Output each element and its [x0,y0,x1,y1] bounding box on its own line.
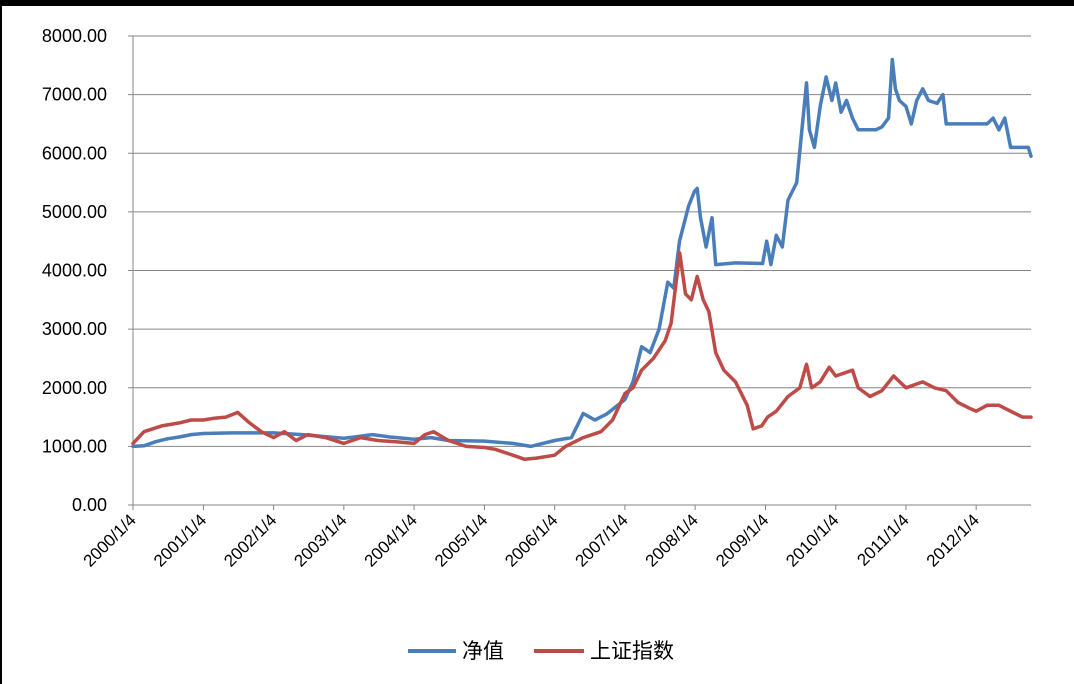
x-tick-label: 2010/1/4 [782,510,842,570]
y-axis-ticks: 0.00 1000.00 2000.00 3000.00 4000.00 5000.00 6… [42,26,133,515]
x-tick-label: 2007/1/4 [571,510,631,570]
y-tick-label: 8000.00 [42,26,107,46]
legend: 净值 上证指数 [408,640,674,663]
y-tick-label: 5000.00 [42,202,107,222]
y-tick-label: 7000.00 [42,85,107,105]
x-tick-label: 2000/1/4 [80,510,140,570]
x-tick-label: 2008/1/4 [642,510,702,570]
x-tick-label: 2004/1/4 [361,510,421,570]
x-tick-label: 2011/1/4 [853,510,912,569]
x-tick-label: 2009/1/4 [712,510,772,570]
y-tick-label: 0.00 [72,495,107,515]
legend-label-index: 上证指数 [590,640,674,663]
series-lines [131,57,1033,462]
y-tick-label: 2000.00 [42,378,107,398]
x-tick-label: 2012/1/4 [923,510,983,570]
y-tick-label: 4000.00 [42,261,107,281]
series-line-0 [131,57,1033,449]
x-tick-label: 2003/1/4 [290,510,350,570]
y-tick-label: 1000.00 [42,436,107,456]
legend-label-nav: 净值 [462,640,504,663]
x-tick-label: 2002/1/4 [220,510,280,570]
x-axis-ticks: 2000/1/4 2001/1/4 2002/1/4 2003/1/4 2004/1/4… [80,505,983,571]
series-line-1 [131,251,1033,462]
x-tick-label: 2005/1/4 [431,510,491,570]
x-tick-label: 2001/1/4 [150,510,210,570]
y-tick-label: 6000.00 [42,143,107,163]
y-tick-label: 3000.00 [42,319,107,339]
x-tick-label: 2006/1/4 [501,510,561,570]
gridlines [133,35,1031,447]
